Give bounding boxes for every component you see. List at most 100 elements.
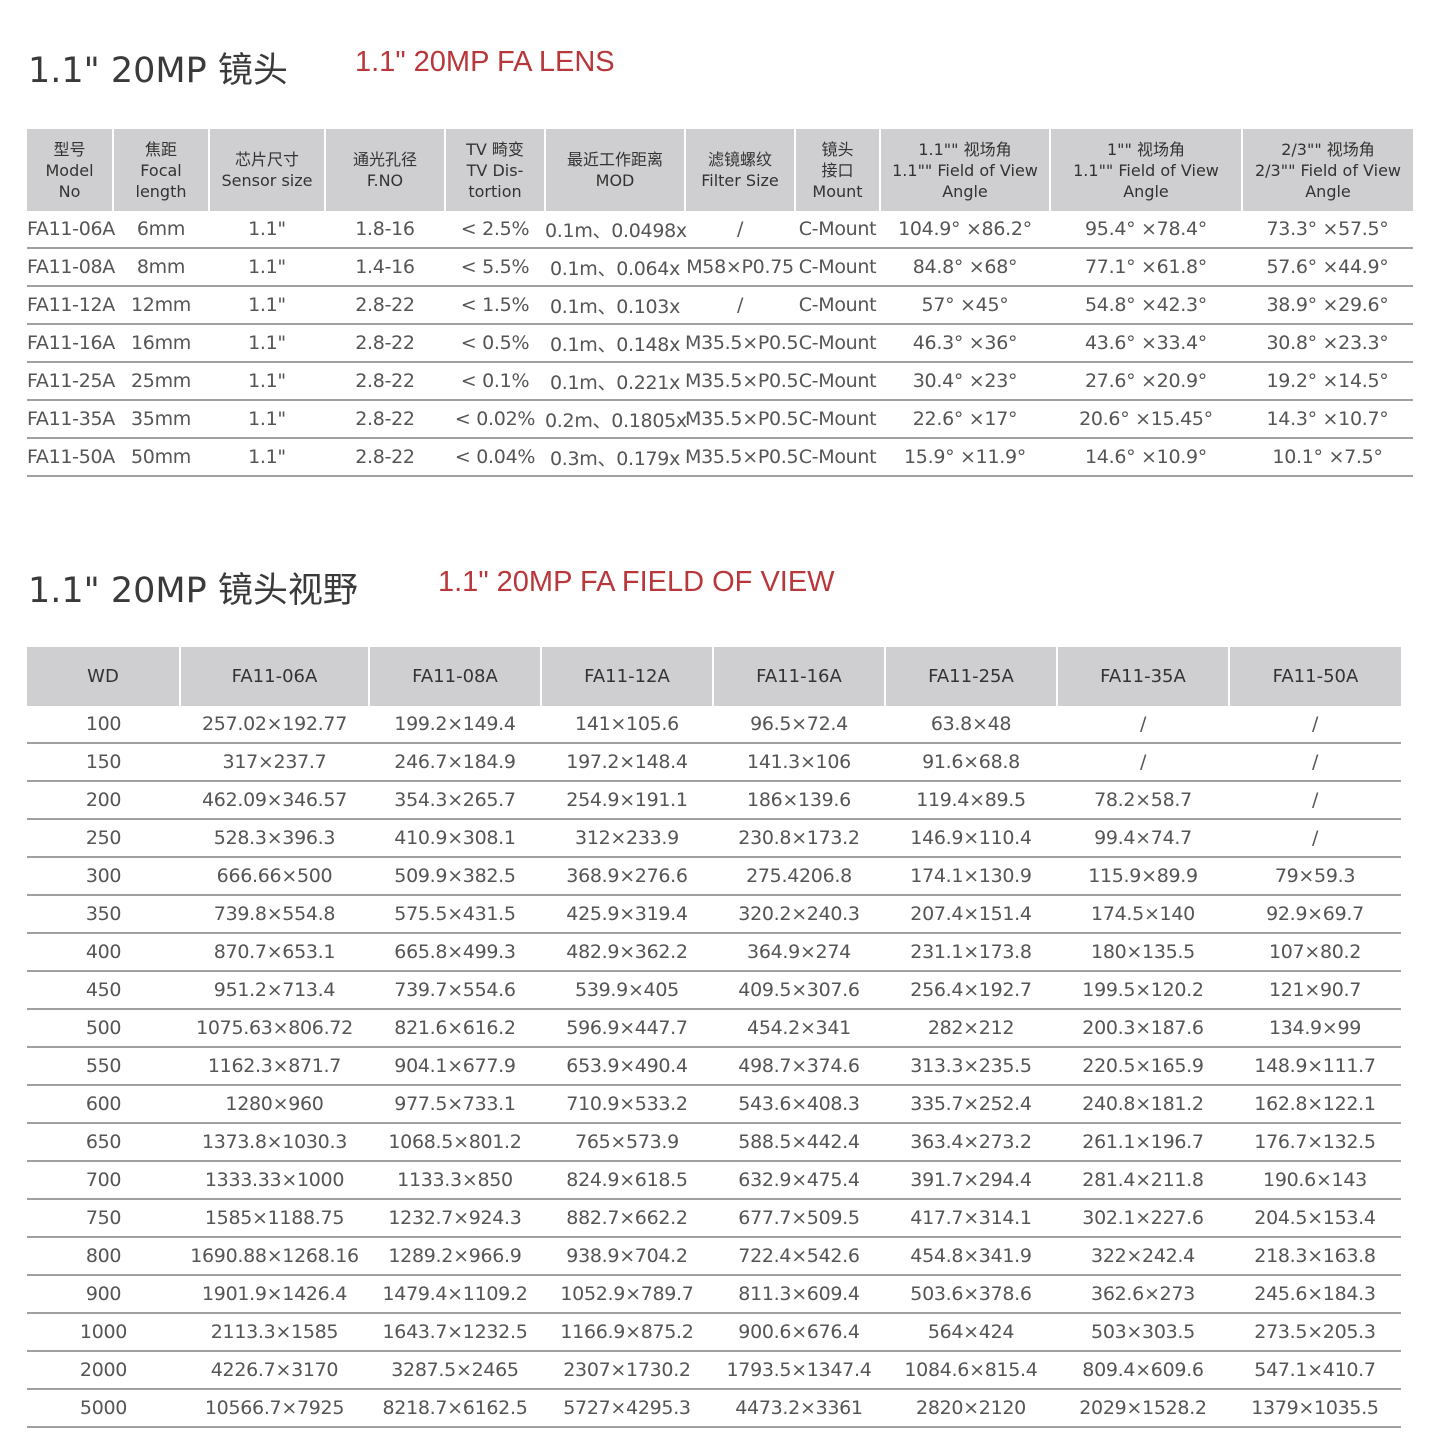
- table-cell: C-Mount: [795, 211, 880, 249]
- table-cell: 300: [27, 857, 180, 896]
- column-header: TV 畸变 TV Dis-tortion: [444, 129, 545, 211]
- table-cell: 600: [27, 1085, 180, 1124]
- column-header-line: 2/3"" 视场角: [1281, 139, 1375, 159]
- column-header: FA11-16A: [712, 647, 885, 706]
- table-cell: 174.5×140: [1057, 895, 1229, 934]
- table-cell: 363.4×273.2: [885, 1123, 1057, 1162]
- table-cell: /: [1057, 743, 1229, 782]
- table-cell: 46.3° ×36°: [880, 324, 1050, 363]
- table-cell: 1373.8×1030.3: [180, 1123, 369, 1162]
- column-header-line: Mount: [812, 181, 863, 201]
- table-cell: FA11-06A: [27, 211, 115, 249]
- table-cell: 57.6° ×44.9°: [1242, 248, 1413, 287]
- table-cell: 2.8-22: [325, 400, 445, 439]
- table-cell: 335.7×252.4: [885, 1085, 1057, 1124]
- table-cell: 174.1×130.9: [885, 857, 1057, 896]
- table-cell: C-Mount: [795, 248, 880, 287]
- table-cell: 765×573.9: [541, 1123, 713, 1162]
- table-cell: M35.5×P0.5: [685, 438, 799, 477]
- column-header: 最近工作距离 MOD: [544, 129, 685, 211]
- table-row: 450 951.2×713.4 739.7×554.6 539.9×405 409.5×…: [27, 971, 1401, 1010]
- table-header-row: WD FA11-06A FA11-08A FA11-12A FA11-16A FA11-2…: [27, 647, 1401, 706]
- table-cell: < 0.02%: [445, 400, 545, 439]
- column-header-line: Model: [45, 160, 94, 180]
- table-cell: 1.1": [209, 438, 325, 477]
- table-cell: 575.5×431.5: [369, 895, 541, 934]
- table-cell: 665.8×499.3: [369, 933, 541, 972]
- table-cell: 1643.7×1232.5: [369, 1313, 541, 1352]
- table-cell: 1.1": [209, 400, 325, 439]
- table-cell: 882.7×662.2: [541, 1199, 713, 1238]
- table-cell: < 2.5%: [445, 211, 545, 249]
- table-row: 100 257.02×192.77 199.2×149.4 141×105.6 96.5…: [27, 706, 1401, 744]
- table-row: FA11-12A 12mm 1.1" 2.8-22 < 1.5% 0.1m、0.103x /…: [27, 286, 1413, 325]
- table-cell: 2029×1528.2: [1057, 1389, 1229, 1428]
- column-header-line: 1"" 视场角: [1107, 139, 1185, 159]
- table-cell: 16mm: [113, 324, 209, 363]
- table-cell: FA11-35A: [27, 400, 115, 439]
- table-cell: 503×303.5: [1057, 1313, 1229, 1352]
- table-cell: 1.4-16: [325, 248, 445, 287]
- table-cell: 92.9×69.7: [1229, 895, 1401, 934]
- table-cell: 0.3m、0.179x: [545, 438, 685, 477]
- fov-section-subtitle: 1.1" 20MP FA FIELD OF VIEW: [438, 566, 835, 598]
- table-cell: 8218.7×6162.5: [369, 1389, 541, 1428]
- table-cell: 199.5×120.2: [1057, 971, 1229, 1010]
- table-cell: 677.7×509.5: [713, 1199, 885, 1238]
- table-cell: 354.3×265.7: [369, 781, 541, 820]
- column-header-line: F.NO: [366, 171, 404, 190]
- table-row: 2000 4226.7×3170 3287.5×2465 2307×1730.2 179…: [27, 1351, 1401, 1390]
- table-cell: 3287.5×2465: [369, 1351, 541, 1390]
- table-cell: 700: [27, 1161, 180, 1200]
- table-cell: 666.66×500: [180, 857, 369, 896]
- table-cell: 1068.5×801.2: [369, 1123, 541, 1162]
- table-row: 650 1373.8×1030.3 1068.5×801.2 765×573.9 588…: [27, 1123, 1401, 1162]
- table-cell: 2.8-22: [325, 324, 445, 363]
- column-header-line: Filter Size: [701, 171, 779, 190]
- table-cell: 739.8×554.8: [180, 895, 369, 934]
- table-cell: 256.4×192.7: [885, 971, 1057, 1010]
- table-cell: 2.8-22: [325, 286, 445, 325]
- table-cell: 900.6×676.4: [713, 1313, 885, 1352]
- column-header: FA11-06A: [179, 647, 369, 706]
- table-cell: 1333.33×1000: [180, 1161, 369, 1200]
- table-cell: 870.7×653.1: [180, 933, 369, 972]
- table-cell: 91.6×68.8: [885, 743, 1057, 782]
- table-cell: 498.7×374.6: [713, 1047, 885, 1086]
- table-cell: 96.5×72.4: [713, 706, 885, 744]
- table-cell: FA11-16A: [27, 324, 115, 363]
- table-cell: 38.9° ×29.6°: [1242, 286, 1413, 325]
- table-cell: 250: [27, 819, 180, 858]
- table-cell: 1793.5×1347.4: [713, 1351, 885, 1390]
- table-cell: 78.2×58.7: [1057, 781, 1229, 820]
- table-cell: 5727×4295.3: [541, 1389, 713, 1428]
- column-header-line: 芯片尺寸: [234, 150, 299, 169]
- table-row: 1000 2113.3×1585 1643.7×1232.5 1166.9×875.2…: [27, 1313, 1401, 1352]
- column-header-line: 接口: [821, 160, 854, 180]
- table-cell: 650: [27, 1123, 180, 1162]
- table-cell: 1379×1035.5: [1229, 1389, 1401, 1428]
- table-cell: 900: [27, 1275, 180, 1314]
- table-cell: 750: [27, 1199, 180, 1238]
- table-cell: 4473.2×3361: [713, 1389, 885, 1428]
- table-cell: 79×59.3: [1229, 857, 1401, 896]
- table-cell: 1084.6×815.4: [885, 1351, 1057, 1390]
- column-header-line: length: [135, 181, 187, 201]
- column-header-line: TV 畸变: [466, 139, 524, 159]
- table-cell: 10566.7×7925: [180, 1389, 369, 1428]
- table-row: 900 1901.9×1426.4 1479.4×1109.2 1052.9×789.…: [27, 1275, 1401, 1314]
- table-cell: < 1.5%: [445, 286, 545, 325]
- column-header-line: 2/3"" Field of View: [1254, 160, 1402, 180]
- table-cell: 261.1×196.7: [1057, 1123, 1229, 1162]
- table-cell: 230.8×173.2: [713, 819, 885, 858]
- table-row: 5000 10566.7×7925 8218.7×6162.5 5727×4295.3…: [27, 1389, 1401, 1428]
- table-cell: 1000: [27, 1313, 180, 1352]
- table-cell: 1133.3×850: [369, 1161, 541, 1200]
- table-cell: 809.4×609.6: [1057, 1351, 1229, 1390]
- table-cell: 400: [27, 933, 180, 972]
- table-cell: 240.8×181.2: [1057, 1085, 1229, 1124]
- table-cell: 320.2×240.3: [713, 895, 885, 934]
- table-cell: 35mm: [113, 400, 209, 439]
- table-cell: 245.6×184.3: [1229, 1275, 1401, 1314]
- table-cell: 811.3×609.4: [713, 1275, 885, 1314]
